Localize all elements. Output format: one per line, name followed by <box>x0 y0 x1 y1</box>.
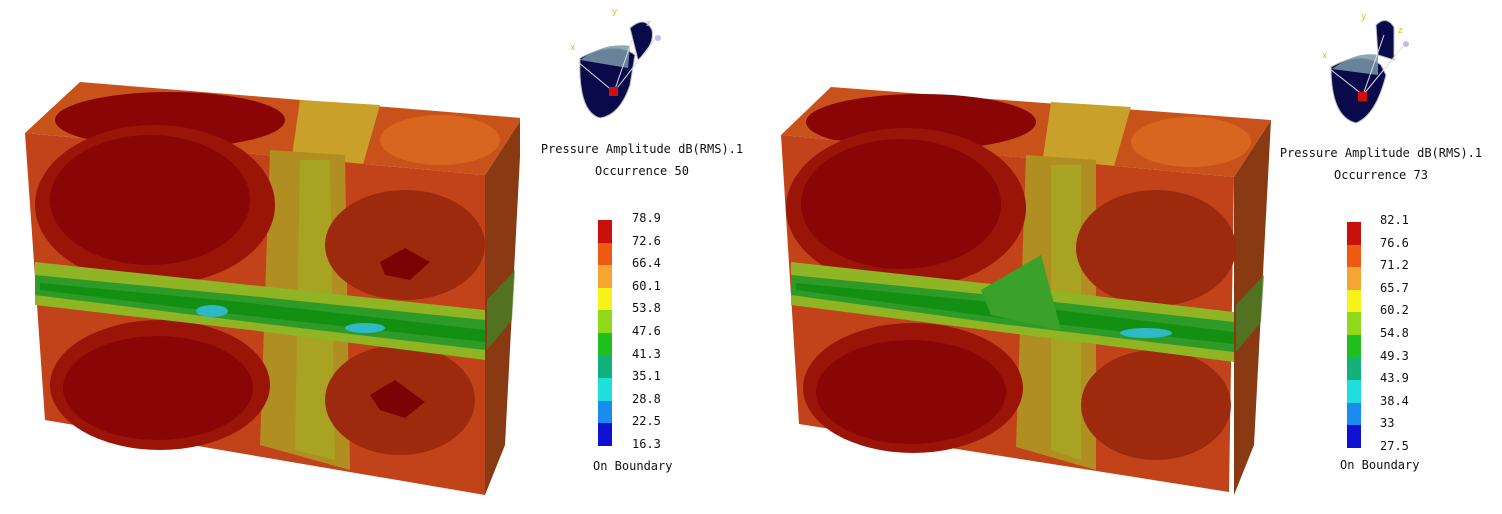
legend-value: 71.2 <box>1380 258 1409 273</box>
legend-value: 60.1 <box>632 278 661 293</box>
upper-right-zone <box>325 190 485 300</box>
legend-swatch <box>598 378 612 401</box>
legend-swatch <box>598 310 612 333</box>
triad-origin-marker <box>1358 92 1367 101</box>
upper-right-hot-spot <box>380 248 430 280</box>
legend-value: 33 <box>1380 416 1395 431</box>
contour-panel-occurrence-73: x y z Pressure Amplitude dB(RMS).1 Occur… <box>751 0 1502 514</box>
legend-title: Pressure Amplitude dB(RMS).1 <box>540 142 744 156</box>
triad-label-y: y <box>612 7 618 17</box>
legend-footer: On Boundary <box>1340 458 1420 472</box>
triad-axis-x <box>577 61 615 93</box>
triad-point <box>655 35 661 41</box>
pressure-contour-box[interactable] <box>751 0 1271 514</box>
triad-label-x: x <box>570 43 576 53</box>
lower-right-hot-spot <box>370 380 425 418</box>
legend-swatch <box>1347 357 1361 381</box>
triad-wing <box>1375 20 1395 61</box>
legend-swatch <box>598 332 612 356</box>
color-legend-bar <box>1347 222 1361 448</box>
legend-value: 43.9 <box>1380 371 1409 386</box>
legend-value: 76.6 <box>1380 235 1409 250</box>
legend-swatch <box>598 242 612 266</box>
top-warm-zone <box>1131 117 1251 167</box>
legend-swatch <box>598 400 612 424</box>
upper-right-zone <box>1076 190 1236 306</box>
pressure-contour-box[interactable] <box>0 0 520 514</box>
legend-value: 54.8 <box>1380 326 1409 340</box>
legend-value: 47.6 <box>632 324 661 338</box>
legend-value: 60.2 <box>1380 303 1409 318</box>
legend-title: Pressure Amplitude dB(RMS).1 <box>1279 146 1483 160</box>
legend-value: 16.3 <box>632 437 661 451</box>
triad-label-x: x <box>1322 51 1328 61</box>
top-warm-zone <box>380 115 500 165</box>
legend-values: 82.1 76.6 71.2 65.7 60.2 54.8 49.3 43.9 … <box>1380 213 1440 453</box>
legend-value: 35.1 <box>632 369 661 384</box>
lower-right-zone <box>1081 350 1231 460</box>
box-side-band <box>487 270 515 350</box>
legend-value: 66.4 <box>632 256 661 271</box>
legend-value: 78.9 <box>632 211 661 225</box>
legend-value: 65.7 <box>1380 280 1409 295</box>
legend-swatch <box>598 355 612 379</box>
legend-swatch <box>1347 402 1361 426</box>
upper-left-core <box>50 135 250 265</box>
front-green-wedge <box>981 255 1061 330</box>
legend-values: 78.9 72.6 66.4 60.1 53.8 47.6 41.3 35.1 … <box>632 211 692 451</box>
legend-swatch <box>598 265 612 288</box>
legend-swatch <box>598 287 612 311</box>
legend-swatch <box>1347 267 1361 290</box>
legend-subtitle: Occurrence 73 <box>1334 168 1428 182</box>
upper-left-core <box>801 139 1001 269</box>
triad-point <box>1403 41 1409 47</box>
legend-value: 53.8 <box>632 301 661 316</box>
legend-swatch <box>1347 244 1361 268</box>
legend-value: 49.3 <box>1380 348 1409 363</box>
box-side-band <box>1236 275 1264 352</box>
legend-swatch <box>1347 312 1361 335</box>
contour-panel-occurrence-50: x y z Pressure Amplitude dB(RMS).1 Occur… <box>0 0 743 514</box>
legend-value: 22.5 <box>632 414 661 429</box>
legend-footer: On Boundary <box>593 459 673 473</box>
legend-swatch <box>1347 425 1361 448</box>
legend-value: 27.5 <box>1380 439 1409 453</box>
cyan-minimum-left <box>196 305 228 317</box>
triad-plane-xy <box>580 45 630 68</box>
legend-value: 41.3 <box>632 346 661 361</box>
legend-value: 82.1 <box>1380 213 1409 227</box>
triad-axis-z <box>613 37 657 93</box>
legend-value: 72.6 <box>632 233 661 248</box>
triad-label-z: z <box>646 19 651 29</box>
legend-swatch <box>598 220 612 243</box>
legend-swatch <box>1347 289 1361 313</box>
legend-swatch <box>1347 380 1361 403</box>
triad-axis-x <box>1329 68 1364 96</box>
cyan-minimum-right <box>1120 328 1172 338</box>
triad-origin-marker <box>609 87 618 96</box>
lower-left-core <box>816 340 1006 444</box>
triad-axis-y <box>613 39 633 93</box>
legend-swatch <box>598 423 612 446</box>
triad-plane-xy <box>1332 54 1378 75</box>
triad-label-z: z <box>1398 26 1403 36</box>
triad-axis-z <box>1362 44 1405 96</box>
triad-label-y: y <box>1361 12 1367 22</box>
legend-subtitle: Occurrence 50 <box>595 164 689 178</box>
cyan-minimum-right <box>345 323 385 333</box>
orientation-triad[interactable]: x y z <box>560 0 680 130</box>
legend-swatch <box>1347 222 1361 245</box>
color-legend-bar <box>598 220 612 446</box>
triad-axis-y <box>1362 34 1385 96</box>
lower-left-core <box>63 336 253 440</box>
legend-swatch <box>1347 334 1361 358</box>
orientation-triad[interactable]: x y z <box>1316 5 1436 135</box>
legend-value: 38.4 <box>1380 393 1409 408</box>
legend-value: 28.8 <box>632 391 661 406</box>
